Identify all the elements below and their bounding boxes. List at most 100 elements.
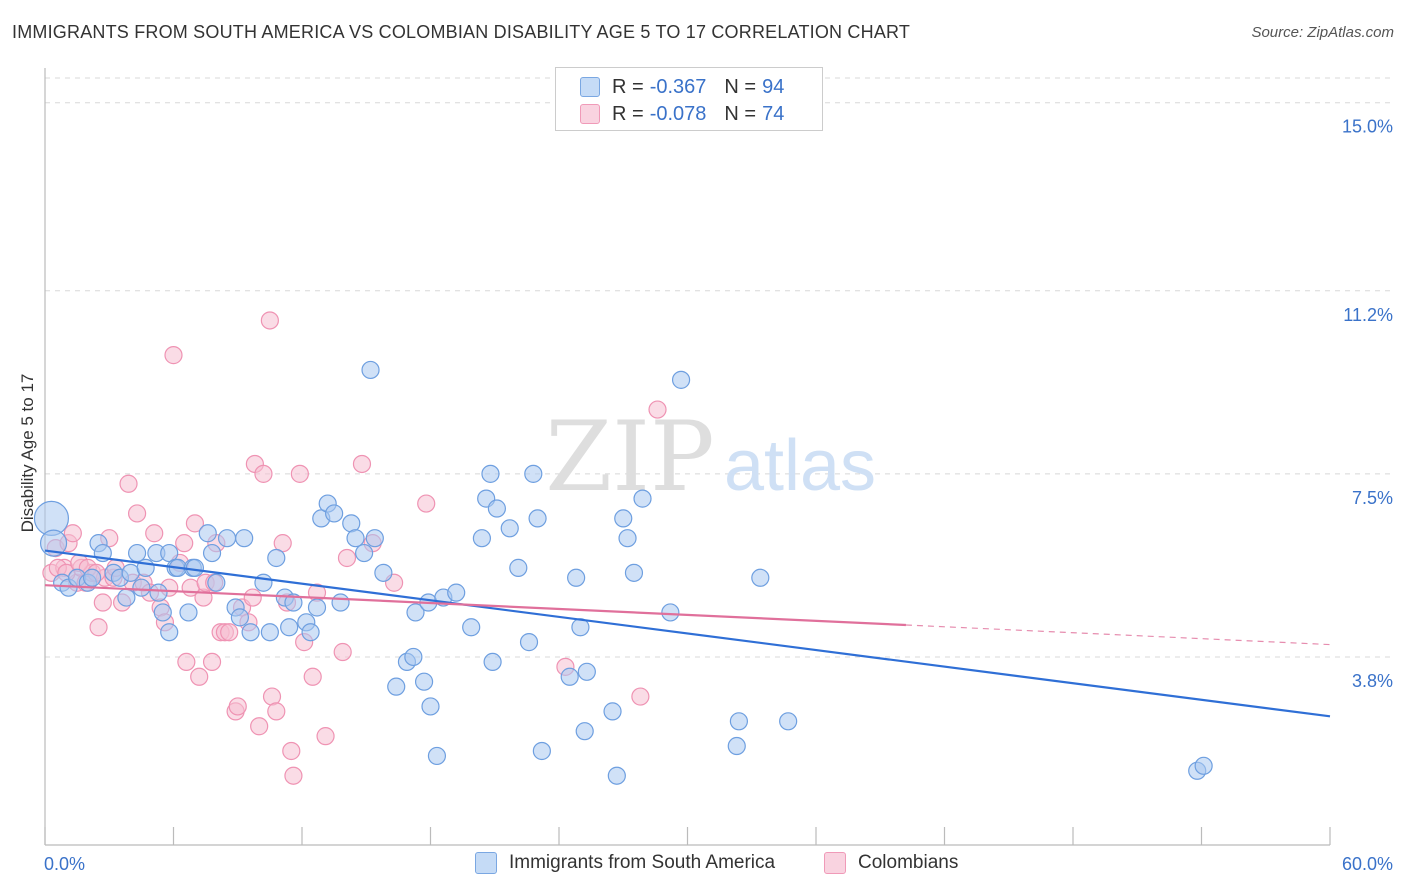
chart-title: IMMIGRANTS FROM SOUTH AMERICA VS COLOMBI… [12,22,911,42]
colombians-point [220,623,239,642]
south-america-point [39,529,68,557]
colombians-point [164,346,183,365]
colombians-point [89,618,108,637]
south-america-point [241,623,260,642]
south-america-point [267,548,286,568]
watermark: ZIP atlas [545,401,876,513]
south-america-point [603,702,622,721]
colombians-point [175,534,194,553]
south-america-point [729,712,749,731]
y-axis-label: Disability Age 5 to 17 [18,373,37,533]
colombians-point [260,311,279,330]
south-america-point [254,573,273,592]
legend-n-value: 94 [762,75,785,98]
south-america-point [421,697,440,716]
x-tick-label: 0.0% [44,854,85,874]
south-america-point [160,623,179,642]
y-tick-label: 7.5% [1352,488,1393,508]
south-america-point [624,563,644,582]
south-america-point [575,722,594,741]
south-america-point [207,573,226,592]
source-label: Source: ZipAtlas.com [1251,24,1394,41]
south-america-point [462,618,481,637]
south-america-point [406,603,425,622]
south-america-point [361,360,380,380]
south-america-point [618,529,637,548]
colombians-point [93,593,112,612]
colombians-point [185,514,205,533]
colombians-point [631,687,650,706]
legend-n-label: N = [724,102,757,125]
colombians-point [267,702,286,721]
south-america-point [346,529,365,548]
south-america-point [387,677,406,696]
south-america-point [325,504,344,523]
legend-item-south-america[interactable]: Immigrants from South America [475,852,775,874]
south-america-point [577,662,596,681]
south-america-point [427,746,447,766]
colombians-point [243,588,262,607]
colombians-point [254,464,273,483]
south-america-point [331,593,350,612]
south-america-point [481,464,500,483]
legend-row-blue: R = -0.367 N = 94 [556,74,784,100]
legend-r-label: R = [612,75,644,98]
legend-n-label: N = [724,75,757,98]
colombians-trendline-dashed [905,624,1331,646]
south-america-trendline [44,549,1331,718]
south-america-point [671,370,691,389]
south-america-point [179,603,198,622]
south-america-point [567,568,586,587]
south-america-point [235,529,254,548]
axis-layer [44,68,1331,846]
south-america-point [230,608,249,627]
south-america-point [614,509,633,528]
colombians-point [202,652,222,672]
south-america-point [217,529,237,548]
south-america-point [661,603,680,622]
south-america-point [83,568,102,587]
colombians-point [190,667,209,686]
colombians-point [282,741,301,761]
south-america-point [202,543,222,563]
colombians-point [119,474,138,493]
y-tick-label: 11.2% [1343,305,1393,325]
south-america-point [483,652,502,672]
legend-r-label: R = [612,102,644,125]
south-america-point [519,633,539,652]
south-america-point [414,672,434,691]
legend-swatch-blue [580,77,600,97]
south-america-point [307,598,327,617]
colombians-point [228,697,247,716]
colombians-point [284,766,303,785]
legend-r-value: -0.078 [649,102,707,125]
legend-item-colombians[interactable]: Colombians [824,852,958,874]
colombians-point [290,464,309,483]
south-america-point [727,736,746,756]
south-america-point [117,588,136,607]
south-america-point [447,583,466,602]
grid-layer [45,77,1395,658]
south-america-point [198,524,217,543]
south-america-point [487,499,506,518]
colombians-point [177,652,196,672]
legend-r-value: -0.367 [649,75,707,98]
colombians-point [250,717,269,736]
colombians-point [145,524,164,543]
colombians-point [333,642,352,662]
south-america-point [751,568,770,587]
south-america-point [260,623,279,642]
south-america-point [301,623,320,642]
legend-swatch-pink [580,104,600,124]
south-america-point [607,766,626,785]
south-america-point [365,529,384,548]
south-america-point [149,583,168,602]
south-america-point [633,489,652,508]
colombians-point [352,454,372,474]
correlation-legend: R = -0.367 N = 94 R = -0.078 N = 74 [555,67,823,131]
watermark-atlas: atlas [724,426,876,506]
colombians-point [648,400,667,419]
colombians-point [316,727,335,746]
tick-labels: 3.8% 7.5% 11.2% 15.0% 0.0% 60.0% [44,117,1393,874]
